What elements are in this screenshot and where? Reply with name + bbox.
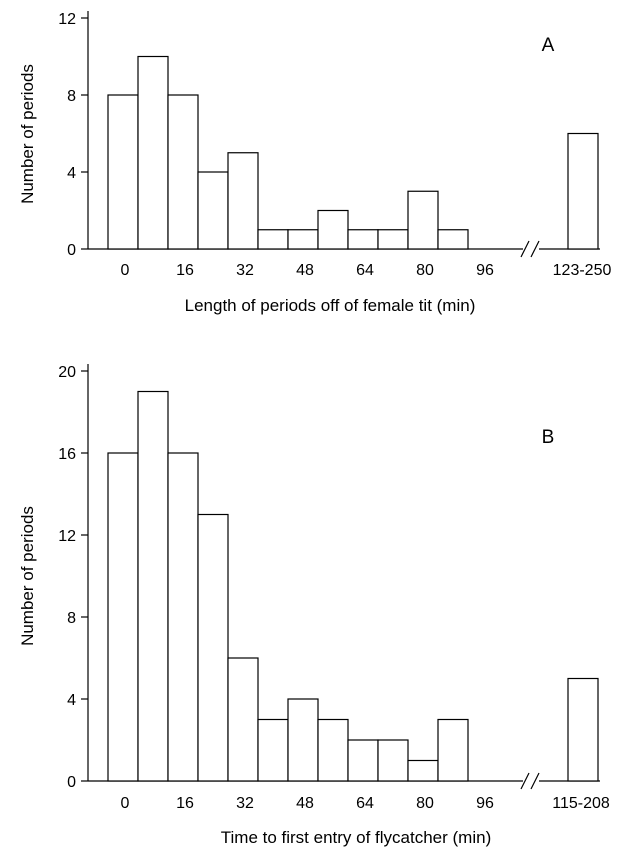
x-break-label: 123-250 [553, 262, 612, 279]
y-tick-label: 20 [58, 364, 76, 381]
histogram-bar [377, 739, 409, 782]
y-tick-label: 4 [67, 692, 76, 709]
histogram-bar [377, 229, 409, 250]
histogram-bar [287, 229, 319, 250]
y-axis-title: Number of periods [18, 64, 37, 204]
histogram-bar [437, 718, 469, 782]
histogram-bar [137, 55, 169, 250]
axis-break-mark [530, 772, 540, 790]
x-tick-label: 96 [476, 262, 494, 279]
histogram-bar [107, 94, 139, 250]
histogram-bar [167, 94, 199, 250]
histogram-bar [407, 190, 439, 250]
histogram-bar [227, 152, 259, 250]
histogram-bar [317, 209, 349, 250]
histogram-bar [257, 229, 289, 250]
y-tick-label: 4 [67, 165, 76, 182]
histogram-bar [287, 698, 319, 782]
x-tick-label: 48 [296, 795, 314, 812]
histogram-bar [197, 171, 229, 250]
x-tick-label: 32 [236, 795, 254, 812]
axis-break-mark [520, 772, 530, 790]
histogram-bar [317, 718, 349, 782]
y-tick-label: 12 [58, 11, 76, 28]
x-tick-label: 48 [296, 262, 314, 279]
x-tick-label: 64 [356, 262, 374, 279]
x-tick-label: 16 [176, 262, 194, 279]
histogram-bar [107, 452, 139, 782]
x-break-label: 115-208 [552, 795, 610, 812]
histogram-bar [347, 229, 379, 250]
axis-break-mark [520, 240, 530, 258]
histogram-bar [407, 759, 439, 782]
histogram-bar [197, 513, 229, 782]
y-tick-label: 12 [58, 528, 76, 545]
histogram-bar [437, 229, 469, 250]
x-tick-label: 80 [416, 262, 434, 279]
axis-break-mark [530, 240, 540, 258]
y-tick-label: 8 [67, 610, 76, 627]
histogram-bar [167, 452, 199, 782]
y-tick-label: 0 [67, 774, 76, 791]
histogram-bar-break [567, 677, 599, 782]
panel-letter: B [542, 427, 555, 448]
y-axis-title: Number of periods [18, 506, 37, 646]
histogram-bar [257, 718, 289, 782]
histogram-bar [347, 739, 379, 782]
x-tick-label: 0 [121, 795, 130, 812]
x-tick-label: 64 [356, 795, 374, 812]
x-tick-label: 80 [416, 795, 434, 812]
y-tick-label: 8 [67, 88, 76, 105]
x-tick-label: 96 [476, 795, 494, 812]
y-tick-label: 0 [67, 242, 76, 259]
x-axis-title: Length of periods off of female tit (min… [185, 296, 476, 315]
x-axis-title: Time to first entry of flycatcher (min) [221, 828, 491, 847]
histogram-bar [227, 657, 259, 782]
x-tick-label: 0 [121, 262, 130, 279]
x-tick-label: 16 [176, 795, 194, 812]
histogram-bar-break [567, 132, 599, 250]
y-tick-label: 16 [58, 446, 76, 463]
panel-letter: A [542, 35, 555, 56]
histogram-bar [137, 390, 169, 782]
x-tick-label: 32 [236, 262, 254, 279]
